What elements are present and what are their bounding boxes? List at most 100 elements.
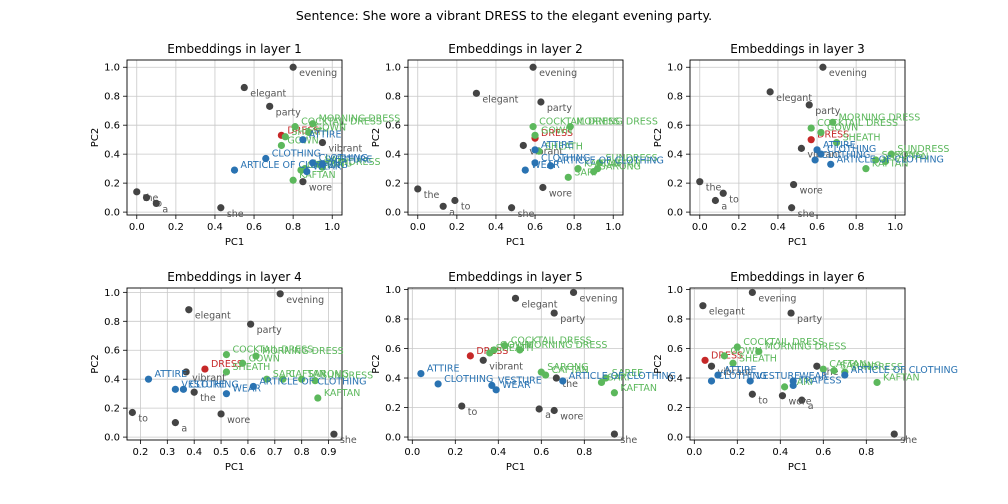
data-point-sentence bbox=[696, 178, 704, 186]
data-point-related bbox=[595, 159, 604, 167]
data-point-clothing bbox=[249, 382, 257, 391]
x-axis-label: PC1 bbox=[506, 237, 525, 248]
point-label: GOWN bbox=[500, 340, 531, 351]
point-label: GOWN bbox=[827, 122, 858, 133]
data-point-clothing bbox=[707, 377, 716, 385]
point-label: vibrant bbox=[489, 361, 523, 372]
point-label: SARI bbox=[273, 369, 295, 380]
data-point-sentence bbox=[748, 288, 756, 297]
y-tick-label: 0.6 bbox=[667, 344, 683, 355]
data-point-sentence bbox=[719, 189, 727, 197]
data-point-clothing bbox=[222, 390, 231, 398]
axes-frame bbox=[689, 59, 906, 216]
y-tick-label: 0.8 bbox=[385, 92, 401, 103]
x-tick-label: 0.0 bbox=[410, 222, 426, 233]
data-point-sentence bbox=[707, 362, 716, 370]
point-label: party bbox=[815, 106, 840, 117]
point-label: wore bbox=[560, 411, 583, 422]
data-point-sentence bbox=[529, 63, 537, 71]
data-point-sentence bbox=[798, 396, 806, 404]
x-tick-label: 0.8 bbox=[294, 447, 310, 458]
data-point-related bbox=[222, 368, 231, 376]
data-point-sentence bbox=[507, 204, 516, 212]
data-point-clothing bbox=[531, 159, 539, 167]
data-point-sentence bbox=[699, 302, 707, 310]
point-label: SARI bbox=[574, 167, 596, 178]
x-tick-label: 0.2 bbox=[132, 447, 148, 458]
data-point-target bbox=[701, 356, 709, 364]
point-label: the bbox=[823, 367, 839, 378]
point-label: ATTIRE bbox=[155, 369, 188, 380]
data-point-related bbox=[610, 389, 619, 397]
point-label: CAFTAN bbox=[552, 365, 589, 376]
y-tick-label: 1.0 bbox=[667, 285, 683, 296]
data-point-related bbox=[807, 124, 815, 132]
point-label: the bbox=[706, 183, 722, 194]
x-tick-label: 0.5 bbox=[213, 447, 229, 458]
panel-title: Embeddings in layer 5 bbox=[448, 270, 582, 284]
data-point-related bbox=[314, 394, 322, 402]
data-point-sentence bbox=[511, 294, 520, 302]
data-point-target bbox=[466, 352, 474, 360]
point-label: to bbox=[468, 407, 478, 418]
point-label: VESTURE bbox=[756, 371, 800, 382]
axes-frame bbox=[407, 287, 624, 441]
y-axis-label: PC2 bbox=[653, 354, 664, 373]
data-point-target bbox=[201, 365, 209, 373]
data-point-clothing bbox=[179, 385, 188, 393]
point-label: party bbox=[257, 325, 282, 336]
x-axis-label: PC1 bbox=[788, 237, 807, 248]
point-label: KAFTAN bbox=[620, 383, 657, 394]
point-label: the bbox=[200, 393, 216, 404]
y-axis-label: PC2 bbox=[371, 128, 382, 147]
point-label: she bbox=[227, 209, 244, 220]
point-label: SARONG bbox=[311, 159, 352, 170]
point-label: she bbox=[620, 435, 637, 446]
x-tick-label: 0.0 bbox=[686, 447, 702, 458]
y-tick-label: 0.8 bbox=[104, 92, 120, 103]
point-label: COCKTAIL DRESS bbox=[743, 337, 824, 348]
data-point-related bbox=[590, 167, 598, 176]
point-label: ATTIRE bbox=[823, 140, 856, 151]
data-point-sentence bbox=[539, 183, 547, 192]
point-label: ARTICLE OF CLOTHING bbox=[557, 156, 664, 167]
point-label: elegant bbox=[482, 94, 518, 105]
point-label: MORNING DRESS bbox=[526, 340, 608, 351]
point-label: GOWN bbox=[541, 125, 572, 136]
point-label: SHEATH bbox=[232, 362, 270, 373]
data-point-sentence bbox=[458, 402, 466, 410]
x-tick-label: 0.0 bbox=[692, 222, 708, 233]
point-label: CAFTAN bbox=[829, 359, 866, 370]
data-point-related bbox=[311, 377, 319, 385]
data-point-sentence bbox=[247, 320, 255, 328]
x-tick-label: 0.8 bbox=[566, 222, 582, 233]
y-tick-label: 0.2 bbox=[104, 404, 120, 415]
x-tick-label: 0.2 bbox=[729, 447, 745, 458]
x-tick-label: 0.2 bbox=[447, 447, 463, 458]
y-tick-label: 0.8 bbox=[667, 314, 683, 325]
data-point-sentence bbox=[217, 410, 225, 418]
data-point-clothing bbox=[171, 385, 179, 393]
point-label: WEAR bbox=[799, 371, 828, 382]
data-point-related bbox=[872, 156, 880, 164]
point-label: WEAR bbox=[531, 160, 560, 171]
x-axis-label: PC1 bbox=[225, 237, 244, 248]
data-point-sentence bbox=[266, 102, 274, 110]
y-tick-label: 1.0 bbox=[385, 285, 401, 296]
x-tick-label: 0.6 bbox=[815, 447, 831, 458]
x-tick-label: 0.8 bbox=[848, 222, 864, 233]
data-point-clothing bbox=[144, 375, 153, 383]
point-label: vibrant bbox=[328, 144, 362, 155]
data-point-clothing bbox=[488, 381, 496, 389]
point-label: KAFTAN bbox=[324, 388, 361, 399]
panel-1: 0.0 0.2 0.4 0.6 0.8 1.0 0.0 0.2 0.4 0.6 0.8 1.0 Embe… bbox=[90, 42, 400, 248]
panel-title: Embeddings in layer 2 bbox=[448, 42, 582, 56]
y-tick-label: 0.6 bbox=[667, 121, 683, 132]
point-label: DRESS bbox=[541, 128, 573, 139]
point-label: CLOTHING bbox=[444, 374, 493, 385]
data-point-related bbox=[862, 165, 870, 173]
y-tick-label: 0.6 bbox=[104, 121, 120, 132]
data-point-sentence bbox=[289, 63, 297, 71]
data-point-sentence bbox=[766, 88, 774, 96]
data-point-sentence bbox=[797, 144, 806, 152]
